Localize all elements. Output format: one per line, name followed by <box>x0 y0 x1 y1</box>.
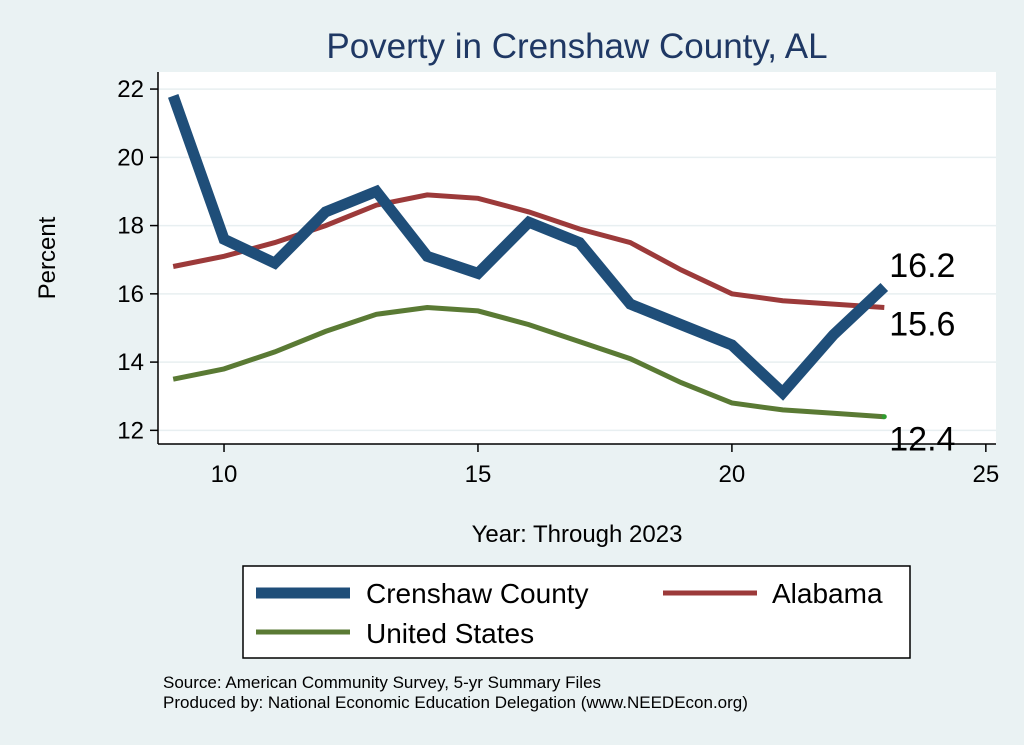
legend-label-crenshaw: Crenshaw County <box>366 578 589 609</box>
x-tick-label: 15 <box>465 461 492 488</box>
y-tick-label: 14 <box>117 349 144 376</box>
us-end-marker <box>881 414 887 420</box>
end-label-us: 12.4 <box>889 421 955 459</box>
y-tick-label: 22 <box>117 76 144 103</box>
end-label-crenshaw: 16.2 <box>889 247 955 285</box>
x-tick-label: 25 <box>972 461 999 488</box>
series-line-us <box>172 304 885 420</box>
legend-label-alabama: Alabama <box>772 578 883 609</box>
chart-title: Poverty in Crenshaw County, AL <box>326 27 827 66</box>
produced-by-note: Produced by: National Economic Education… <box>163 693 748 712</box>
series-line-crenshaw <box>168 94 889 401</box>
x-tick-label: 10 <box>211 461 238 488</box>
y-tick-label: 12 <box>117 417 144 444</box>
end-label-alabama: 15.6 <box>889 305 955 343</box>
axes: 12 14 16 18 20 22 10 15 20 25 <box>117 72 999 488</box>
x-axis-title: Year: Through 2023 <box>472 521 683 548</box>
x-tick-label: 20 <box>719 461 746 488</box>
y-tick-label: 20 <box>117 144 144 171</box>
y-axis-title: Percent <box>34 216 61 299</box>
legend: Crenshaw County Alabama United States <box>242 565 911 659</box>
series-line-alabama <box>172 192 885 310</box>
y-tick-label: 18 <box>117 213 144 240</box>
y-tick-label: 16 <box>117 281 144 308</box>
series-group <box>168 94 889 420</box>
legend-label-us: United States <box>366 618 534 649</box>
source-note: Source: American Community Survey, 5-yr … <box>163 673 601 692</box>
legend-box <box>242 565 911 659</box>
end-labels: 16.2 15.6 12.4 <box>889 247 955 459</box>
plot-area <box>158 72 996 444</box>
